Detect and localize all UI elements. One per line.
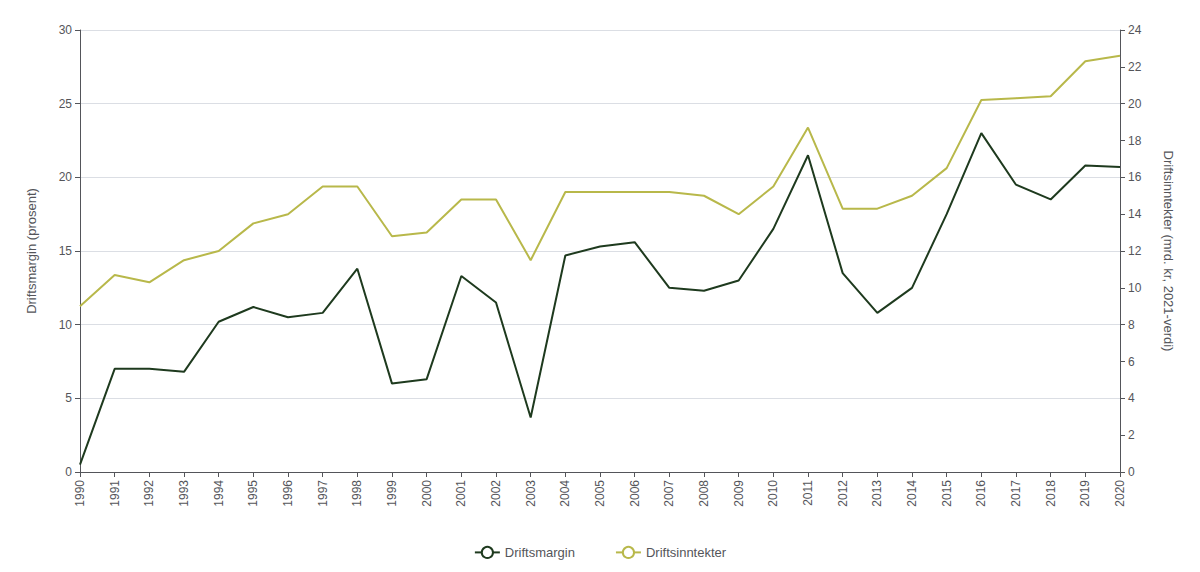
svg-text:15: 15 bbox=[59, 244, 73, 258]
svg-text:2: 2 bbox=[1128, 428, 1135, 442]
svg-text:8: 8 bbox=[1128, 318, 1135, 332]
svg-text:2007: 2007 bbox=[662, 480, 676, 507]
svg-text:1991: 1991 bbox=[108, 480, 122, 507]
svg-text:1995: 1995 bbox=[246, 480, 260, 507]
svg-text:Driftsmargin (prosent): Driftsmargin (prosent) bbox=[24, 188, 39, 314]
svg-text:2004: 2004 bbox=[558, 480, 572, 507]
svg-text:1996: 1996 bbox=[281, 480, 295, 507]
svg-text:2013: 2013 bbox=[870, 480, 884, 507]
svg-text:30: 30 bbox=[59, 23, 73, 37]
svg-text:2001: 2001 bbox=[454, 480, 468, 507]
svg-text:2005: 2005 bbox=[593, 480, 607, 507]
svg-text:2019: 2019 bbox=[1078, 480, 1092, 507]
svg-text:25: 25 bbox=[59, 97, 73, 111]
svg-text:Driftsinntekter: Driftsinntekter bbox=[646, 545, 727, 560]
svg-text:14: 14 bbox=[1128, 207, 1142, 221]
svg-text:1993: 1993 bbox=[177, 480, 191, 507]
svg-text:0: 0 bbox=[1128, 465, 1135, 479]
svg-text:5: 5 bbox=[65, 391, 72, 405]
svg-text:1994: 1994 bbox=[212, 480, 226, 507]
svg-text:2015: 2015 bbox=[940, 480, 954, 507]
svg-text:2016: 2016 bbox=[974, 480, 988, 507]
svg-text:2018: 2018 bbox=[1044, 480, 1058, 507]
svg-text:Driftsinntekter (mrd. kr, 2021: Driftsinntekter (mrd. kr, 2021-verdi) bbox=[1161, 151, 1176, 352]
svg-text:2006: 2006 bbox=[628, 480, 642, 507]
svg-text:2012: 2012 bbox=[836, 480, 850, 507]
svg-text:1992: 1992 bbox=[142, 480, 156, 507]
svg-text:1990: 1990 bbox=[73, 480, 87, 507]
svg-text:2010: 2010 bbox=[766, 480, 780, 507]
svg-text:2003: 2003 bbox=[524, 480, 538, 507]
svg-text:18: 18 bbox=[1128, 134, 1142, 148]
svg-text:2009: 2009 bbox=[732, 480, 746, 507]
svg-text:10: 10 bbox=[1128, 281, 1142, 295]
svg-text:2008: 2008 bbox=[697, 480, 711, 507]
svg-text:1998: 1998 bbox=[350, 480, 364, 507]
svg-text:2017: 2017 bbox=[1009, 480, 1023, 507]
svg-text:2014: 2014 bbox=[905, 480, 919, 507]
svg-text:6: 6 bbox=[1128, 355, 1135, 369]
svg-text:4: 4 bbox=[1128, 391, 1135, 405]
svg-text:2020: 2020 bbox=[1113, 480, 1127, 507]
svg-text:20: 20 bbox=[1128, 97, 1142, 111]
svg-text:1999: 1999 bbox=[385, 480, 399, 507]
svg-text:2002: 2002 bbox=[489, 480, 503, 507]
svg-text:16: 16 bbox=[1128, 170, 1142, 184]
svg-text:12: 12 bbox=[1128, 244, 1142, 258]
svg-text:2011: 2011 bbox=[801, 480, 815, 506]
svg-text:24: 24 bbox=[1128, 23, 1142, 37]
svg-text:Driftsmargin: Driftsmargin bbox=[505, 545, 575, 560]
svg-text:20: 20 bbox=[59, 170, 73, 184]
svg-text:0: 0 bbox=[65, 465, 72, 479]
svg-text:2000: 2000 bbox=[420, 480, 434, 507]
svg-text:10: 10 bbox=[59, 318, 73, 332]
svg-text:1997: 1997 bbox=[316, 480, 330, 507]
svg-text:22: 22 bbox=[1128, 60, 1142, 74]
